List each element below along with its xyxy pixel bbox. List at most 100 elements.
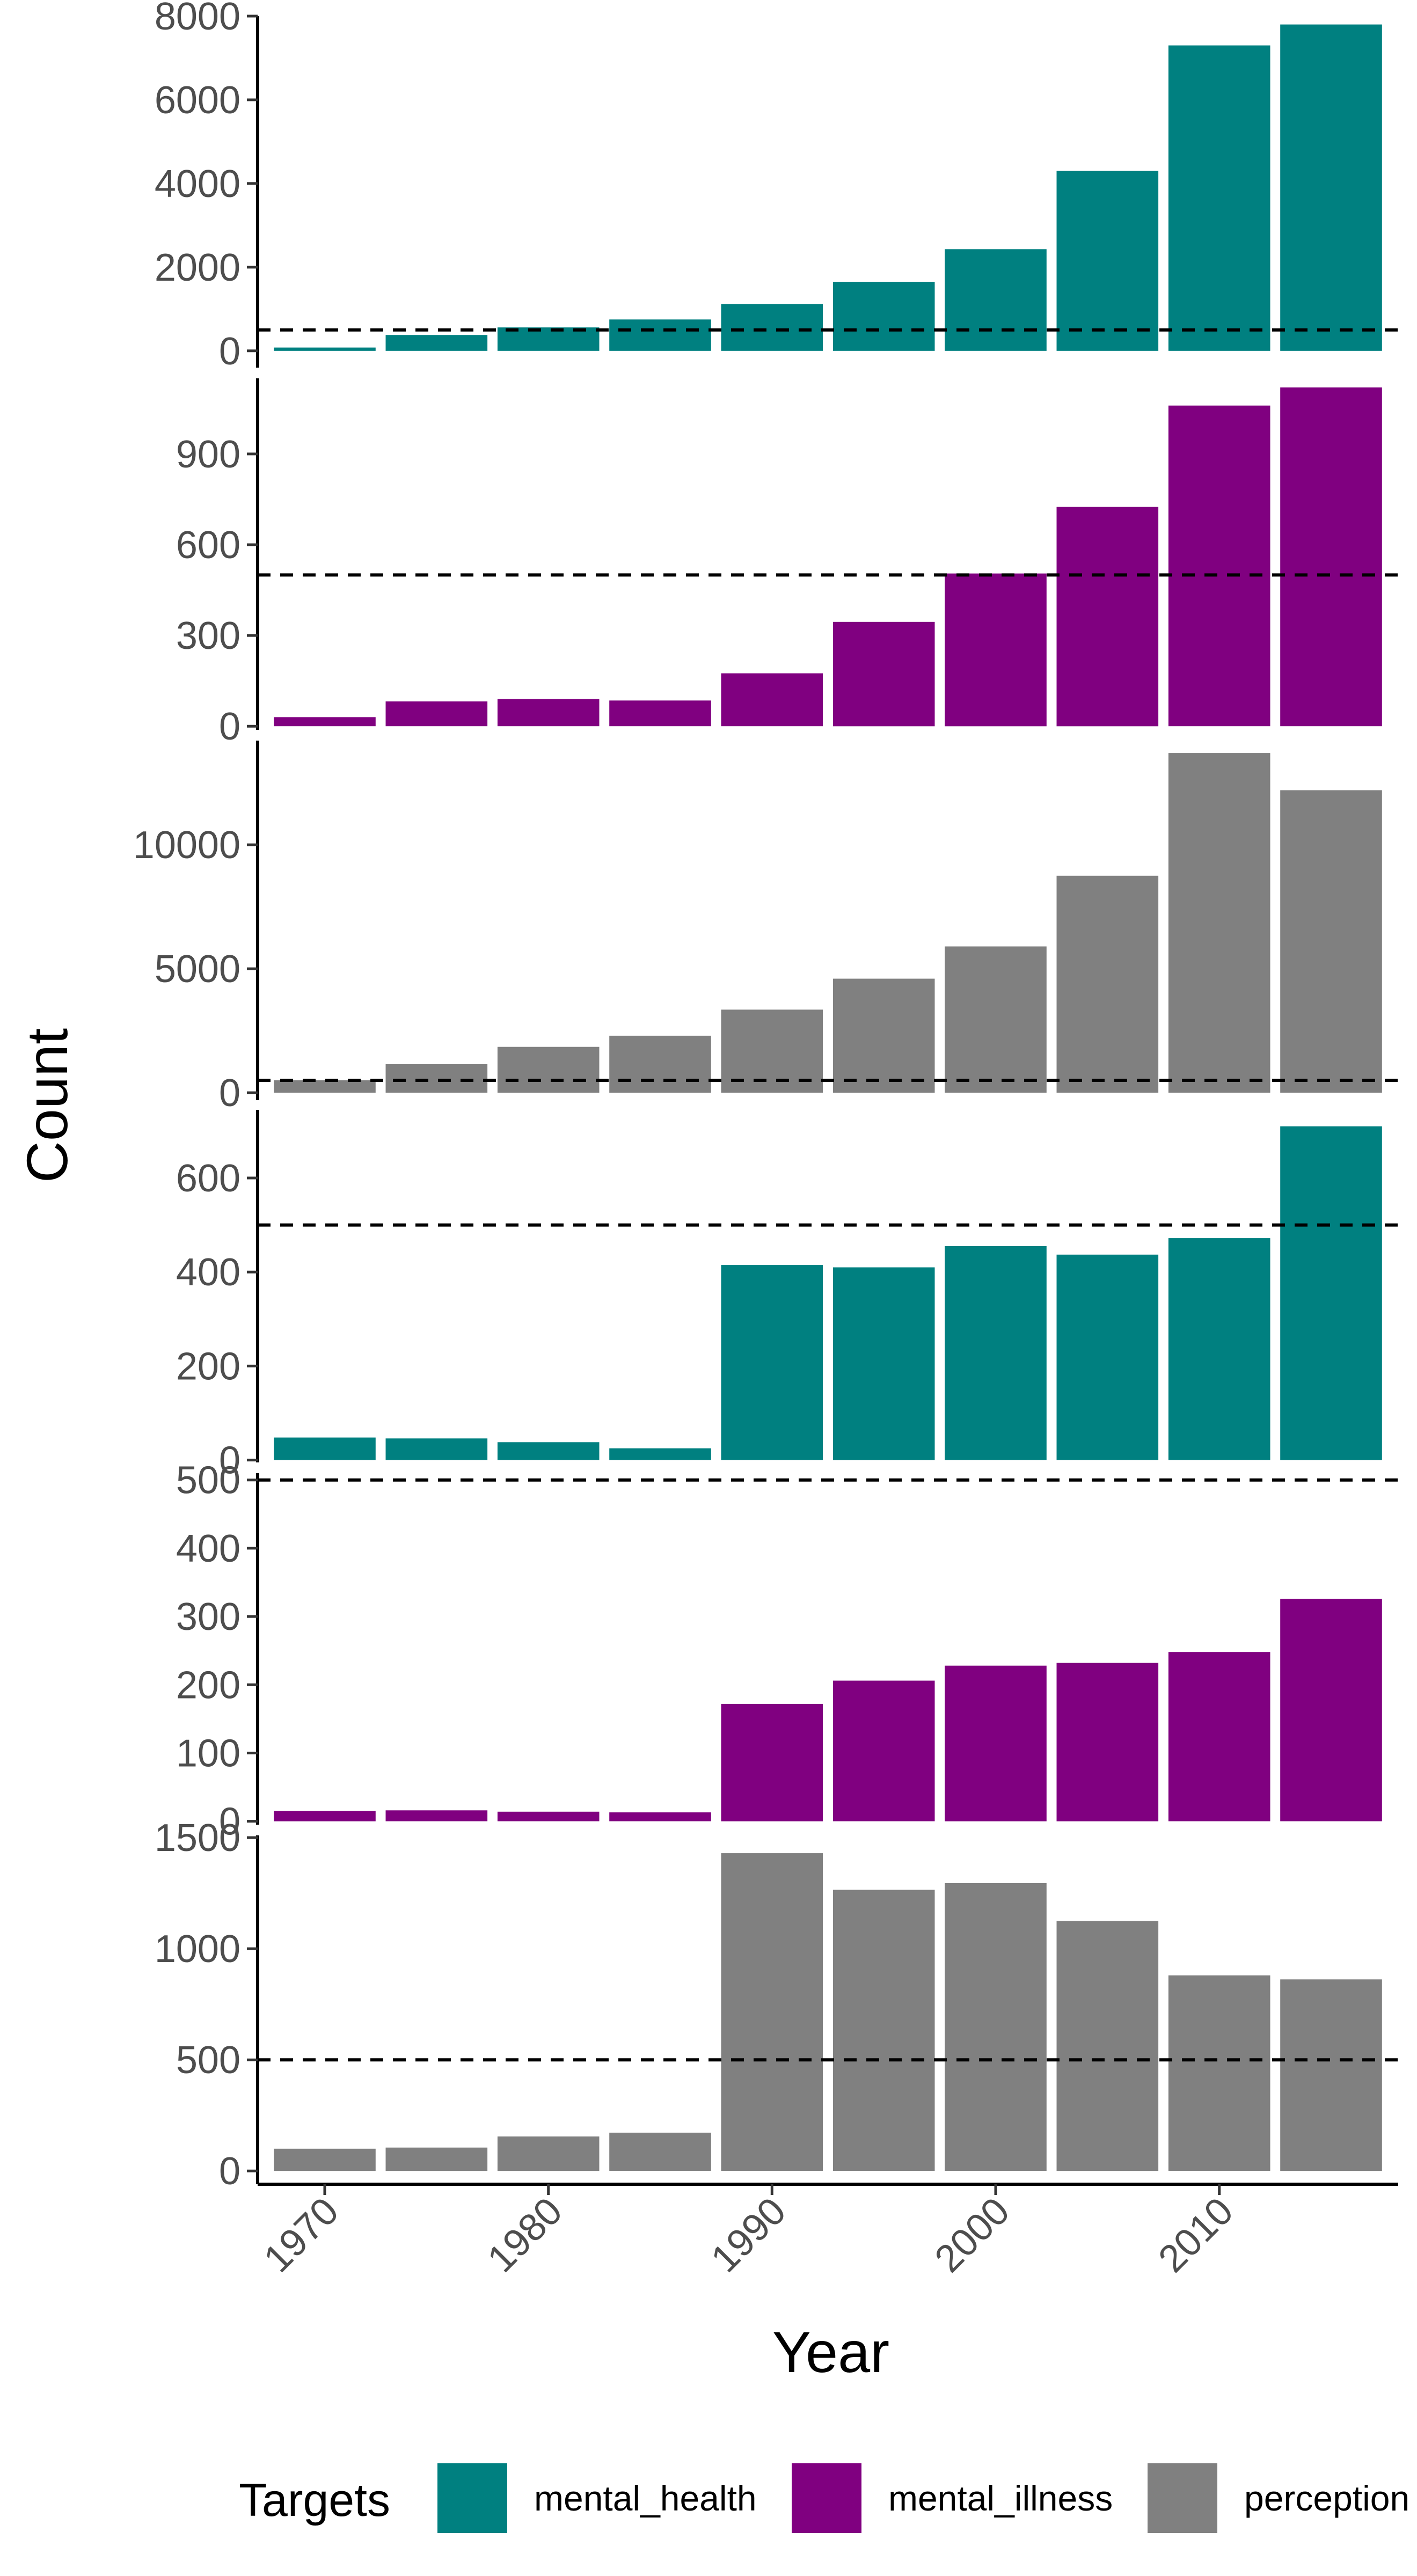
- bar-mental_illness-1980: [497, 699, 600, 727]
- bar-perception-1985: [609, 1035, 711, 1093]
- panel-4: 0 200 400 600: [176, 1110, 1398, 1482]
- y-tick-label: 8000: [155, 0, 240, 38]
- y-tick-label: 0: [219, 1439, 240, 1482]
- y-tick-label: 400: [176, 1527, 240, 1570]
- y-tick-label: 0: [219, 705, 240, 748]
- bar-mental_health-2010: [1168, 1238, 1270, 1460]
- bar-mental_illness-2015: [1280, 387, 1382, 727]
- y-tick-label: 5000: [155, 948, 240, 991]
- x-tick-label: 2010: [1150, 2190, 1241, 2281]
- bar-mental_health-2015: [1280, 24, 1382, 351]
- panels-layer: 0200040006000800003006009000500010000020…: [133, 0, 1398, 2193]
- y-tick-label: 200: [176, 1664, 240, 1707]
- y-tick-label: 1000: [155, 1928, 240, 1971]
- bar-mental_health-1985: [609, 319, 711, 351]
- bar-mental_health-1985: [609, 1448, 711, 1460]
- y-tick-label: 600: [176, 524, 240, 567]
- bar-perception-2015: [1280, 790, 1382, 1093]
- bar-mental_illness-1970: [274, 1811, 376, 1821]
- y-tick-label: 500: [176, 1459, 240, 1502]
- bar-mental_health-1975: [385, 335, 488, 351]
- bar-mental_illness-2010: [1168, 1652, 1270, 1821]
- bar-perception-2015: [1280, 1979, 1382, 2171]
- legend: Targets mental_health mental_illness perce…: [239, 2463, 1409, 2533]
- legend-key-mental_health: [437, 2463, 507, 2533]
- bar-mental_illness-2000: [945, 573, 1047, 727]
- y-tick-label: 1500: [155, 1817, 240, 1860]
- bar-perception-1975: [385, 2147, 488, 2171]
- y-tick-label: 200: [176, 1345, 240, 1388]
- y-tick-label: 6000: [155, 79, 240, 122]
- x-axis: 1970 1980 1990 2000 2010: [255, 2183, 1398, 2281]
- bar-mental_illness-2005: [1056, 507, 1159, 727]
- bar-mental_illness-1975: [385, 701, 488, 727]
- bar-mental_illness-1990: [721, 1703, 823, 1821]
- x-tick-label: 1990: [703, 2190, 794, 2281]
- bar-mental_health-1975: [385, 1438, 488, 1460]
- legend-title: Targets: [239, 2475, 390, 2526]
- bar-perception-1995: [832, 1890, 935, 2171]
- bar-mental_health-2010: [1168, 45, 1270, 351]
- x-axis-title: Year: [772, 2319, 889, 2384]
- y-tick-label: 500: [176, 2039, 240, 2082]
- panel-3: 0 5000 10000: [133, 741, 1398, 1115]
- bar-perception-1975: [385, 1064, 488, 1093]
- bar-mental_illness-1970: [274, 717, 376, 727]
- y-tick-label: 0: [219, 330, 240, 373]
- bar-mental_health-2000: [945, 249, 1047, 351]
- legend-key-perception: [1148, 2463, 1217, 2533]
- bar-mental_illness-1985: [609, 1812, 711, 1821]
- y-tick-label: 300: [176, 1596, 240, 1638]
- bar-perception-2000: [945, 946, 1047, 1093]
- legend-label-mental_health: mental_health: [534, 2478, 757, 2518]
- y-tick-label: 2000: [155, 246, 240, 289]
- y-tick-label: 0: [219, 1072, 240, 1115]
- bar-perception-1970: [274, 2148, 376, 2171]
- bar-perception-2005: [1056, 1921, 1159, 2171]
- bar-perception-2000: [945, 1883, 1047, 2171]
- bar-mental_health-1995: [832, 1267, 935, 1460]
- bar-mental_health-1995: [832, 282, 935, 351]
- bar-perception-2010: [1168, 1975, 1270, 2171]
- panel-1: 0 2000 4000 6000 8000: [155, 0, 1398, 373]
- bar-mental_illness-1995: [832, 621, 935, 727]
- bar-mental_health-2005: [1056, 1254, 1159, 1460]
- bar-mental_illness-2015: [1280, 1599, 1382, 1821]
- bar-perception-1980: [497, 1046, 600, 1093]
- bar-mental_health-1980: [497, 1442, 600, 1460]
- panel-2: 0 300 600 900: [176, 378, 1398, 748]
- y-tick-label: 4000: [155, 163, 240, 206]
- x-tick-label: 2000: [926, 2190, 1018, 2281]
- bar-perception-1990: [721, 1853, 823, 2171]
- x-tick-label: 1980: [479, 2190, 571, 2281]
- bar-perception-1980: [497, 2136, 600, 2171]
- y-tick-label: 0: [219, 1801, 240, 1843]
- panel-6: 0 500 1000 1500: [155, 1817, 1398, 2193]
- bar-mental_illness-1990: [721, 673, 823, 727]
- legend-key-mental_illness: [792, 2463, 861, 2533]
- panel-5: 0 100 200 300 400 500: [176, 1459, 1398, 1843]
- bar-perception-1970: [274, 1080, 376, 1093]
- x-tick-label: 1970: [255, 2190, 347, 2281]
- bar-mental_health-2015: [1280, 1126, 1382, 1460]
- y-tick-label: 0: [219, 2150, 240, 2193]
- y-tick-label: 100: [176, 1732, 240, 1775]
- bar-perception-1995: [832, 978, 935, 1093]
- legend-label-mental_illness: mental_illness: [888, 2478, 1113, 2518]
- bar-mental_illness-1985: [609, 700, 711, 727]
- bar-mental_health-1990: [721, 1265, 823, 1460]
- bar-mental_health-2000: [945, 1246, 1047, 1460]
- bar-mental_health-2005: [1056, 171, 1159, 351]
- y-tick-label: 300: [176, 614, 240, 657]
- y-tick-label: 900: [176, 433, 240, 476]
- legend-label-perception: perception: [1244, 2478, 1409, 2518]
- bar-mental_illness-2005: [1056, 1663, 1159, 1821]
- bar-mental_illness-2010: [1168, 405, 1270, 727]
- y-axis-title: Count: [14, 1028, 79, 1183]
- y-tick-label: 600: [176, 1157, 240, 1200]
- bar-mental_health-1970: [274, 347, 376, 351]
- bar-mental_illness-2000: [945, 1665, 1047, 1821]
- bar-mental_illness-1980: [497, 1811, 600, 1821]
- bar-perception-1985: [609, 2132, 711, 2171]
